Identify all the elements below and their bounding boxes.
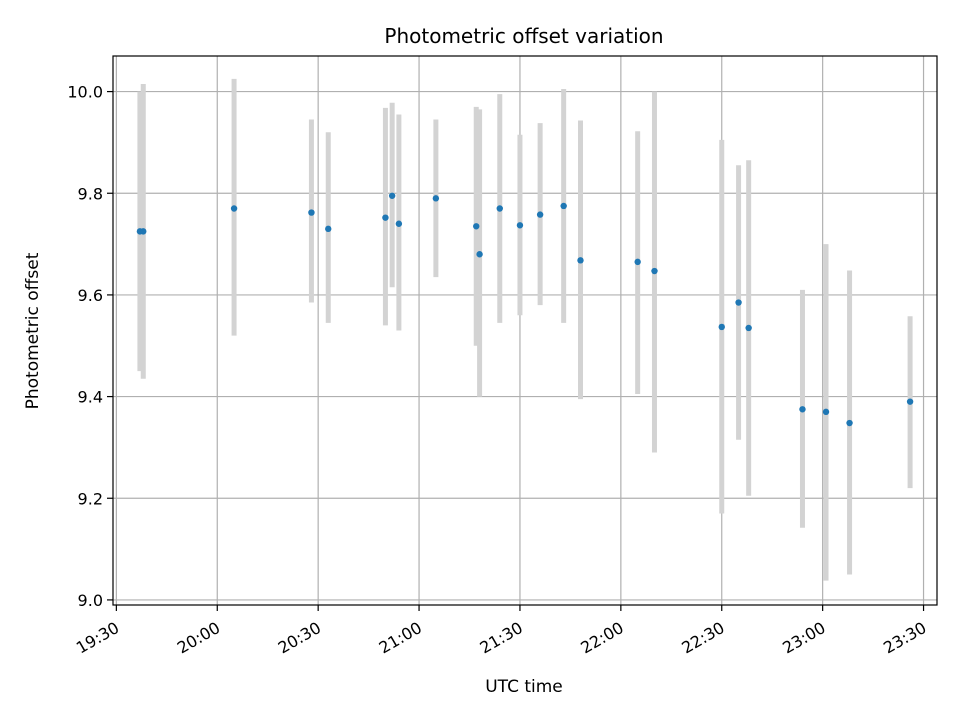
- y-tick-label: 9.2: [78, 489, 103, 508]
- data-point: [718, 323, 725, 331]
- data-point: [308, 209, 315, 216]
- y-tick-label: 10.0: [67, 83, 103, 102]
- data-point: [382, 214, 389, 221]
- grid: [113, 56, 937, 605]
- data-point: [230, 205, 238, 212]
- data-point: [560, 202, 567, 210]
- y-axis-title: Photometric offset: [23, 252, 43, 409]
- data-point: [388, 192, 396, 199]
- data-point: [476, 251, 483, 258]
- plot-frame: [112, 55, 938, 606]
- data-point: [432, 195, 440, 202]
- data-point: [634, 258, 641, 266]
- data-point: [325, 225, 332, 233]
- data-points: [136, 192, 914, 427]
- data-point: [136, 228, 144, 235]
- data-point: [906, 398, 914, 405]
- data-point: [516, 222, 524, 229]
- data-point: [846, 419, 853, 427]
- y-tick-label: 9.8: [78, 184, 103, 203]
- data-point: [799, 406, 806, 413]
- data-point: [473, 223, 480, 230]
- data-point: [536, 211, 544, 218]
- data-point: [651, 267, 658, 275]
- y-tick-label: 9.0: [78, 591, 103, 610]
- data-point: [745, 324, 752, 332]
- data-point: [735, 299, 742, 306]
- y-tick-label: 9.6: [78, 286, 103, 305]
- data-point: [822, 408, 830, 416]
- data-point: [496, 205, 503, 212]
- y-tick-label: 9.4: [78, 388, 103, 407]
- data-point: [395, 220, 403, 227]
- x-axis-title: UTC time: [485, 677, 563, 697]
- data-point: [577, 257, 584, 264]
- chart-title: Photometric offset variation: [384, 24, 663, 48]
